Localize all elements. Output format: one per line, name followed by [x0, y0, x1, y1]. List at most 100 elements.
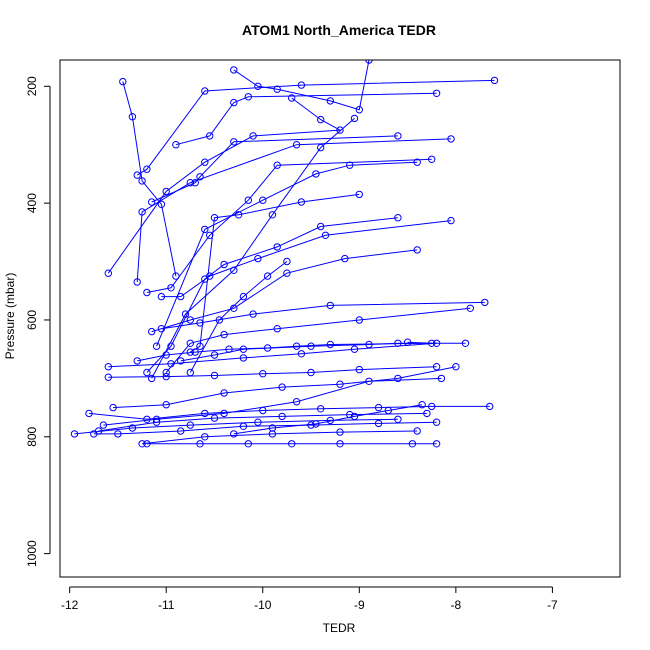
data-point: [432, 89, 441, 98]
series: [109, 363, 460, 412]
x-tick-label: -12: [61, 598, 79, 612]
data-point: [210, 351, 219, 359]
data-point: [85, 409, 93, 418]
series-line: [146, 217, 398, 373]
data-point: [167, 360, 175, 368]
data-point: [307, 342, 315, 350]
data-point: [186, 368, 195, 377]
series-line: [161, 220, 452, 298]
data-point: [365, 60, 373, 64]
data-point: [162, 401, 170, 409]
data-point: [423, 409, 431, 418]
data-point: [220, 389, 228, 397]
data-point: [210, 414, 219, 422]
data-point: [461, 339, 470, 347]
data-point: [374, 419, 383, 428]
series: [119, 77, 180, 280]
data-point: [201, 158, 209, 166]
data-point: [239, 422, 248, 430]
data-point: [432, 418, 441, 426]
data-point: [292, 398, 301, 406]
data-point: [162, 372, 170, 381]
data-point: [394, 415, 402, 423]
data-point: [312, 170, 320, 178]
x-tick-label: -10: [254, 598, 272, 612]
data-point: [143, 165, 151, 173]
data-point: [317, 143, 325, 152]
series-line: [175, 92, 437, 146]
data-point: [490, 76, 499, 85]
series-line: [190, 193, 360, 353]
data-point: [90, 430, 98, 438]
data-point: [268, 424, 277, 432]
data-point: [428, 339, 436, 347]
data-point: [119, 77, 127, 86]
data-point: [413, 427, 421, 435]
data-point: [104, 363, 113, 371]
y-axis-label: Pressure (mbar): [3, 273, 17, 360]
x-axis-label: TEDR: [323, 621, 356, 635]
series: [133, 338, 436, 365]
series: [85, 402, 494, 423]
data-point: [447, 216, 455, 225]
data-point: [210, 214, 219, 222]
data-point: [355, 365, 363, 374]
series-line: [142, 430, 418, 445]
series: [143, 440, 441, 448]
series: [138, 427, 421, 448]
data-point: [70, 430, 79, 438]
data-point: [220, 409, 228, 418]
series: [186, 190, 363, 356]
data-point: [336, 380, 344, 388]
series-line: [161, 301, 485, 330]
series: [133, 135, 455, 286]
series-line: [156, 161, 418, 347]
series-line: [151, 135, 398, 203]
data-point: [394, 374, 402, 383]
y-tick-label: 1000: [25, 540, 39, 567]
data-point: [273, 161, 281, 169]
data-point: [384, 406, 392, 415]
data-point: [283, 257, 291, 266]
data-point: [152, 418, 161, 426]
series-line: [107, 97, 342, 274]
series-line: [233, 60, 370, 111]
series: [104, 339, 441, 371]
data-point: [177, 357, 185, 365]
data-point: [394, 132, 402, 140]
series: [94, 409, 431, 435]
data-point: [254, 254, 262, 263]
data-point: [486, 402, 494, 411]
data-point: [148, 198, 156, 206]
data-point: [186, 179, 195, 187]
data-point: [263, 344, 272, 352]
data-point: [133, 278, 141, 286]
data-point: [201, 87, 209, 95]
data-point: [249, 310, 257, 318]
data-point: [128, 113, 137, 121]
data-point: [350, 345, 359, 353]
data-point: [292, 141, 301, 149]
series-line: [136, 138, 452, 283]
data-point: [167, 284, 175, 292]
data-point: [143, 368, 151, 377]
data-point: [447, 135, 455, 143]
series: [148, 246, 421, 336]
x-tick-label: -9: [354, 598, 365, 612]
series: [104, 363, 441, 381]
data-point: [172, 141, 180, 149]
data-point: [128, 424, 137, 432]
data-point: [432, 339, 441, 347]
data-point: [346, 161, 354, 169]
data-point: [230, 304, 238, 312]
data-point: [481, 298, 489, 307]
data-point: [418, 401, 426, 409]
y-tick-label: 400: [25, 193, 39, 213]
data-point: [181, 310, 190, 318]
data-point: [220, 330, 228, 339]
data-point: [259, 406, 267, 415]
series-line: [233, 404, 423, 435]
data-point: [321, 231, 330, 240]
series-line: [122, 81, 177, 277]
data-point: [239, 292, 248, 301]
